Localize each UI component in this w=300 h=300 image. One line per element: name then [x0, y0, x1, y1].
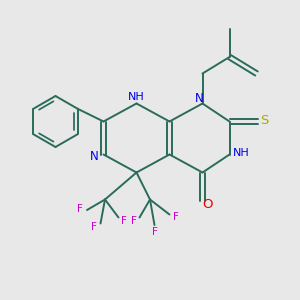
Text: O: O — [203, 197, 213, 211]
Text: S: S — [260, 113, 269, 127]
Text: N: N — [194, 92, 203, 105]
Text: F: F — [121, 215, 127, 226]
Text: F: F — [77, 203, 83, 214]
Text: N: N — [89, 149, 98, 163]
Text: F: F — [152, 226, 158, 237]
Text: F: F — [131, 215, 137, 226]
Text: NH: NH — [232, 148, 249, 158]
Text: F: F — [172, 212, 178, 223]
Text: F: F — [91, 221, 97, 232]
Text: NH: NH — [128, 92, 144, 102]
